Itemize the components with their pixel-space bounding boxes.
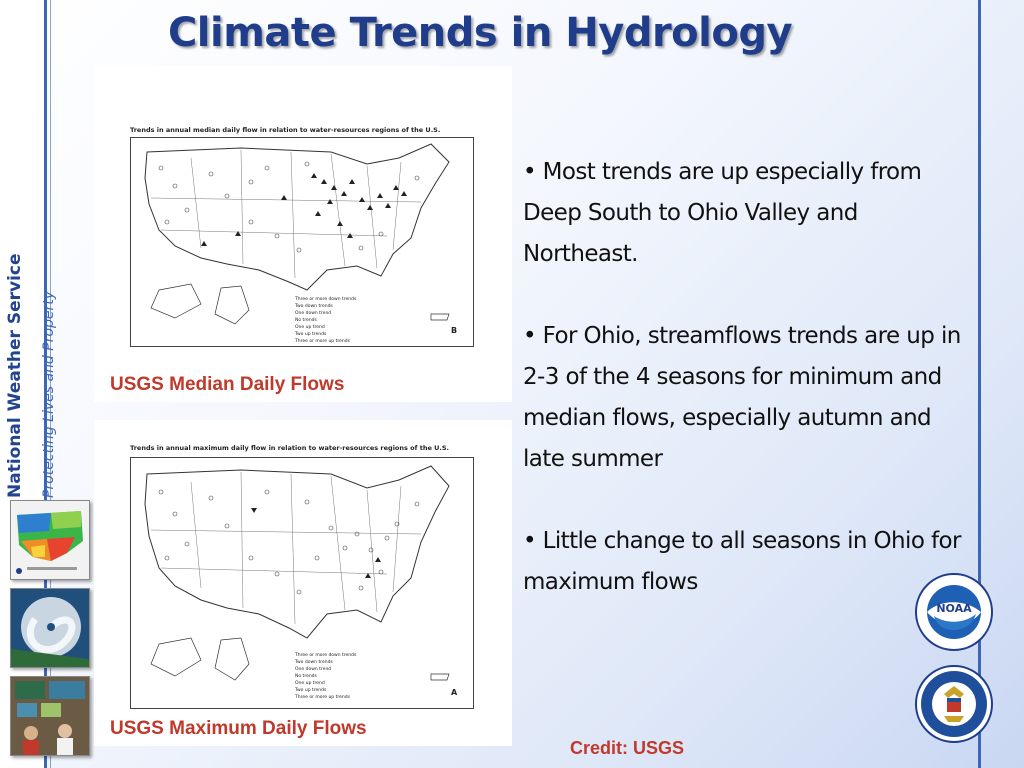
legend-item: One up trend [295,325,325,330]
map-legend: Three or more down trends Two down trend… [295,296,356,345]
legend-item: No trends [295,318,317,323]
maximum-flow-figure: Trends in annual maximum daily flow in r… [94,420,512,746]
hurricane-satellite-thumbnail [10,588,90,668]
bullet-item: • Most trends are up especially from Dee… [523,159,922,267]
legend-item: Three or more down trends [295,653,357,658]
figure-caption: USGS Maximum Daily Flows [110,718,367,739]
panel-letter: A [451,688,458,697]
credit-text: Credit: USGS [570,738,685,758]
us-map: Three or more down trends Two down trend… [130,137,474,347]
us-map-graphic [144,143,450,325]
sidebar-divider-thin [50,0,51,768]
legend-item: Two up trends [295,332,327,337]
right-divider [978,0,981,768]
noaa-logo: NOAA [914,572,994,656]
legend-item: One down trend [295,667,332,672]
us-map-graphic [144,465,450,681]
median-flow-figure: Trends in annual median daily flow in re… [94,66,512,402]
legend-item: One up trend [295,681,325,686]
legend-item: Three or more up trends [295,339,350,344]
legend-item: Two up trends [295,688,327,693]
map-title: Trends in annual maximum daily flow in r… [130,444,450,452]
map-legend: Three or more down trends Two down trend… [295,652,356,701]
bullet-list: • Most trends are up especially from Dee… [523,152,963,644]
organization-tagline: Protecting Lives and Property [41,290,57,498]
panel-letter: B [451,326,458,335]
legend-item: Three or more down trends [295,297,357,302]
svg-text:NOAA: NOAA [936,602,972,615]
us-map: Three or more down trends Two down trend… [130,457,474,709]
map-title: Trends in annual median daily flow in re… [130,126,441,134]
figure-caption: USGS Median Daily Flows [110,374,345,395]
legend-item: Two down trends [295,660,333,665]
department-of-commerce-seal [914,664,994,748]
sidebar-branding: National Weather Service Protecting Live… [4,238,68,498]
bullet-item: • Little change to all seasons in Ohio f… [523,528,961,595]
legend-item: Two down trends [295,304,333,309]
operations-center-thumbnail [10,676,90,756]
sidebar-divider [44,0,47,768]
legend-item: Three or more up trends [295,695,350,700]
legend-item: No trends [295,674,317,679]
temperature-map-thumbnail [10,500,90,580]
legend-item: One down trend [295,311,332,316]
bullet-item: • For Ohio, streamflows trends are up in… [523,323,961,472]
organization-name: National Weather Service [5,253,25,498]
slide-title: Climate Trends in Hydrology [167,10,793,56]
